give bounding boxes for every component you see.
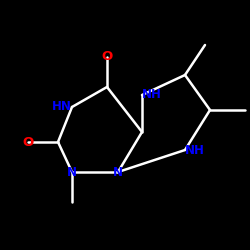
Text: N: N bbox=[113, 166, 123, 178]
Text: O: O bbox=[22, 136, 34, 148]
Text: N: N bbox=[67, 166, 77, 178]
Text: NH: NH bbox=[142, 88, 162, 102]
Text: NH: NH bbox=[185, 144, 205, 156]
Text: HN: HN bbox=[52, 100, 72, 114]
Text: O: O bbox=[102, 50, 112, 64]
